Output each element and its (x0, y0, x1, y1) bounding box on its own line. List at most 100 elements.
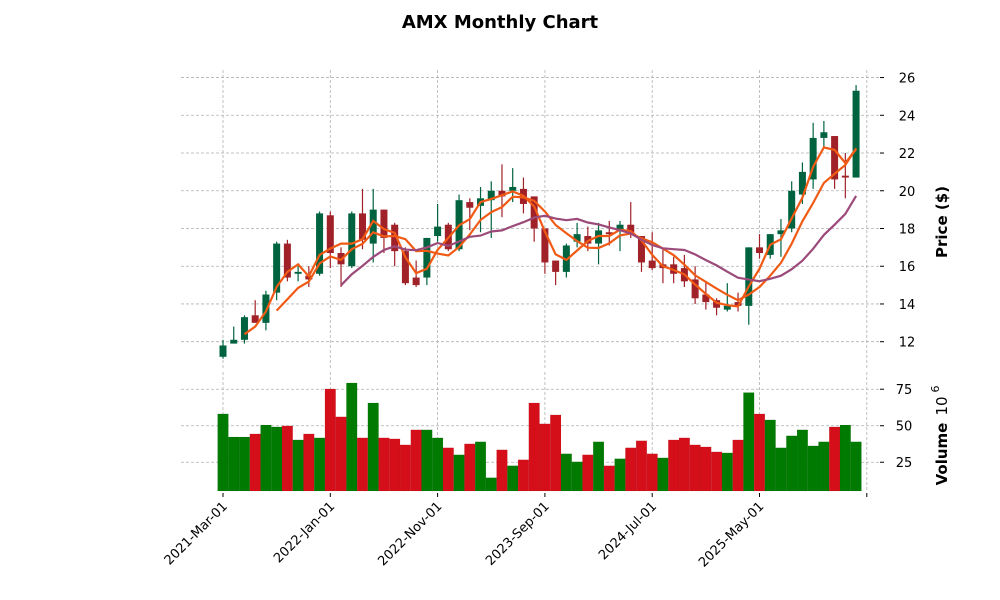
volume-bar (507, 465, 519, 492)
candle-body (605, 232, 613, 235)
volume-bar (635, 440, 648, 492)
moving-average-lines (243, 146, 858, 336)
volume-bar (850, 441, 862, 492)
candle-body (541, 228, 549, 263)
volume-bar (625, 447, 637, 492)
volume-axis-label-text: Volume (933, 423, 951, 486)
price-tick-label: 16 (899, 260, 916, 275)
volume-bar (807, 445, 819, 492)
volume-bar (356, 437, 369, 492)
candle-body (820, 132, 828, 138)
candle-body (627, 224, 635, 235)
candle-body (841, 175, 849, 178)
candle-body (552, 260, 560, 272)
volume-bar (485, 477, 497, 492)
volume-axis-label: Volume 10 6 (929, 386, 951, 486)
candle-body (358, 213, 366, 240)
volume-bar (775, 447, 787, 492)
candle-body (273, 243, 281, 293)
price-tick-label: 18 (899, 222, 916, 237)
volume-tick-label: 50 (896, 420, 913, 435)
volume-tick-label: 25 (896, 456, 913, 471)
candle-body (691, 279, 699, 299)
candle-body (423, 237, 431, 278)
volume-bar (281, 425, 293, 492)
volume-exponent: 6 (929, 386, 942, 393)
volume-bar (260, 424, 272, 492)
candle-body (648, 260, 656, 269)
candle-body (702, 294, 710, 303)
volume-bar (421, 429, 433, 492)
volume-bar (550, 414, 562, 492)
volume-bar (271, 426, 283, 492)
candle-body (852, 90, 860, 178)
candle-body (369, 209, 377, 244)
candle-body (637, 236, 645, 263)
volume-bar (560, 453, 572, 492)
price-axis-label: Price ($) (933, 186, 951, 258)
candle-body (809, 137, 817, 180)
candle-body (616, 224, 624, 231)
volume-bar (474, 441, 487, 492)
candle-body (412, 277, 420, 286)
volume-bar (496, 449, 508, 492)
candle-body (573, 234, 581, 242)
axes: 12 14 16 18 20 22 24 26 25 50 75 2021-Mar-01 2022-Ja… (162, 72, 916, 571)
volume-bar (603, 465, 615, 492)
candle-body (434, 226, 442, 237)
candle-body (283, 243, 291, 278)
volume-bar (753, 413, 766, 492)
candle-body (348, 213, 356, 267)
candle-body (509, 186, 517, 191)
candle-body (326, 215, 334, 254)
price-tick-label: 20 (899, 185, 916, 200)
volume-bars (217, 382, 862, 492)
volume-bar (292, 439, 304, 492)
moving-average-12 (340, 195, 858, 287)
candle-body (380, 209, 388, 238)
candle-body (251, 315, 259, 323)
volume-bar (228, 436, 240, 492)
volume-bar (646, 453, 658, 492)
volume-bar (839, 424, 851, 492)
volume-exponent-base: 10 (933, 396, 951, 415)
price-tick-label: 22 (899, 147, 916, 162)
candle-body (756, 247, 763, 254)
volume-bar (657, 457, 669, 492)
price-tick-label: 14 (899, 298, 916, 313)
candle-body (487, 190, 495, 201)
volume-bar (689, 444, 701, 492)
volume-bar (389, 438, 401, 492)
candle-body (262, 294, 270, 323)
volume-bar (743, 392, 755, 492)
volume-bar (828, 426, 841, 492)
x-tick-label: 2021-Mar-01 (162, 499, 231, 568)
candle-body (584, 236, 592, 244)
candle-body (530, 196, 538, 229)
candle-body (219, 345, 227, 357)
volume-bar (335, 416, 347, 492)
volume-bar (378, 437, 390, 492)
price-tick-label: 26 (899, 72, 916, 87)
candles (219, 85, 860, 359)
volume-bar (539, 423, 551, 492)
volume-bar (796, 429, 809, 492)
volume-bar (442, 447, 454, 492)
candle-body (401, 251, 409, 284)
price-tick-label: 24 (899, 109, 916, 124)
volume-bar (346, 382, 358, 492)
volume-bar (614, 458, 626, 492)
candle-body (713, 300, 721, 308)
volume-bar (764, 419, 776, 492)
volume-bar (528, 402, 540, 492)
volume-bar (678, 437, 691, 492)
volume-bar (367, 402, 379, 492)
volume-bar (324, 388, 336, 492)
price-tick-label: 12 (899, 336, 916, 351)
volume-bar (818, 441, 830, 492)
volume-bar (313, 437, 326, 492)
volume-bar (410, 429, 422, 492)
volume-bar (592, 441, 605, 492)
volume-bar (710, 451, 723, 492)
